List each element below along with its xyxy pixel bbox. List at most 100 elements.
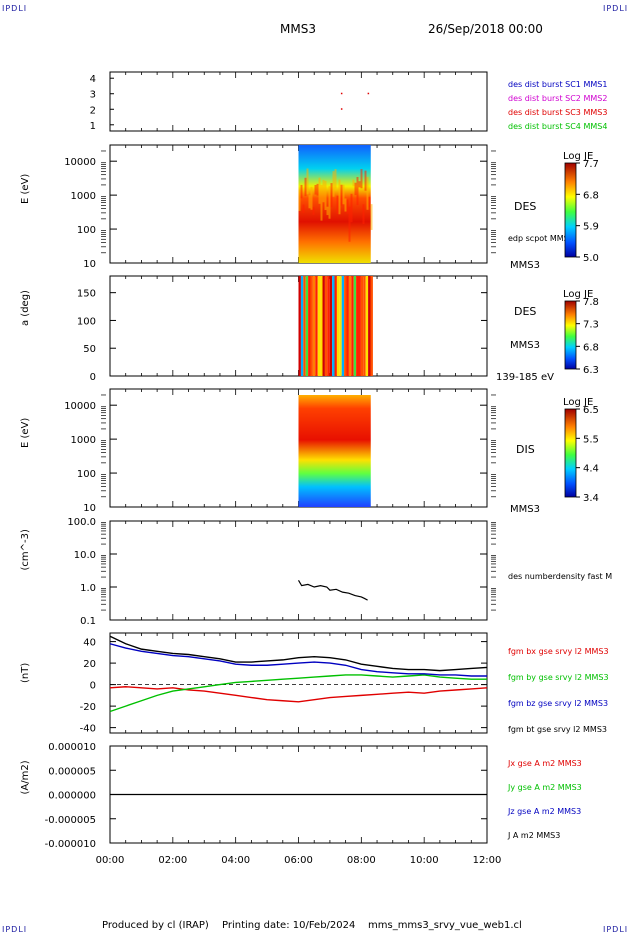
des-energy-colorbar-tick-label: 5.9 (583, 222, 599, 233)
current-legend-label: Jy gse A m2 MMS3 (507, 783, 582, 792)
pitch-column (348, 276, 352, 376)
des-pitch-colorbar (564, 300, 577, 370)
pitch-column (317, 276, 321, 376)
pitch-column (300, 276, 304, 376)
spectrogram-cell (300, 184, 303, 199)
y-tick-label: 0.000000 (48, 791, 96, 802)
mag-legend-label: fgm bz gse srvy l2 MMS3 (508, 699, 608, 708)
x-tick-label: 00:00 (96, 855, 125, 866)
y-tick-label: 150 (77, 289, 96, 300)
dis-energy-colorbar-tick-label: 5.5 (583, 434, 599, 445)
y-tick-label: 100.0 (67, 517, 96, 528)
burst-legend-label: des dist burst SC2 MMS2 (508, 94, 607, 103)
des-energy-ylabel: E (eV) (20, 174, 31, 204)
y-tick-label: 10 (83, 259, 96, 270)
dis-energy-colorbar-tick-label: 6.5 (583, 405, 599, 416)
des-pitch-colorbar-tick-label: 7.8 (583, 297, 599, 308)
x-tick-label: 10:00 (410, 855, 439, 866)
dis-energy-colorbar-title: Log JE (563, 397, 593, 408)
mag-ylabel: (nT) (20, 663, 31, 683)
current-ylabel: (A/m2) (20, 760, 31, 794)
burst-legend-label: des dist burst SC1 MMS1 (508, 80, 607, 89)
pitch-column (312, 276, 316, 376)
y-tick-label: 1.0 (80, 583, 96, 594)
y-tick-label: 100 (77, 469, 96, 480)
des-energy-colorbar (564, 162, 577, 258)
spectrogram-cell (362, 204, 365, 224)
mag-series-line (109, 674, 487, 713)
pitch-column (324, 276, 328, 376)
footer-script-name: mms_mms3_srvy_vue_web1.cl (368, 920, 522, 931)
spectrogram-cell (366, 176, 369, 210)
des-pitch-colorbar-title: Log JE (563, 289, 593, 300)
pitch-column (368, 276, 371, 376)
burst-panel-frame (109, 71, 488, 132)
pitch-column (356, 276, 359, 376)
pitch-column (332, 276, 335, 376)
spectrogram-cell (320, 185, 323, 221)
des-pitch-label2: MMS3 (510, 340, 540, 351)
pitch-column (329, 276, 333, 376)
y-tick-label: -20 (80, 702, 96, 713)
spectrogram-cell (330, 183, 333, 208)
density-legend-label: des numberdensity fast M (508, 572, 612, 581)
spectrogram-cell (310, 186, 313, 210)
des-energy-label3: MMS3 (510, 260, 540, 271)
spectrogram-cell (332, 171, 335, 197)
spectrogram-cell (316, 183, 319, 196)
pitch-column (358, 276, 361, 376)
y-tick-label: 4 (90, 74, 96, 85)
spectrogram-cell (298, 190, 301, 211)
des-energy-colorbar-tick-label: 6.8 (583, 190, 599, 201)
mag-legend-label: fgm bt gse srvy l2 MMS3 (508, 725, 607, 734)
x-tick-label: 06:00 (284, 855, 313, 866)
spectrogram-cell (306, 168, 309, 195)
burst-marker (367, 92, 370, 95)
pitch-column (344, 276, 347, 376)
y-tick-label: 3 (90, 90, 96, 101)
mag-series-line (109, 643, 487, 677)
dis-energy-colorbar (564, 408, 577, 498)
spectrogram-cell (314, 184, 317, 195)
y-tick-label: -40 (80, 724, 96, 735)
dis-energy-label: DIS (516, 443, 535, 456)
des-pitch-colorbar-tick-label: 6.8 (583, 342, 599, 353)
pitch-column (327, 276, 330, 376)
burst-legend-label: des dist burst SC4 MMS4 (508, 122, 607, 131)
pitch-column (310, 276, 313, 376)
spectrogram-cell (338, 179, 341, 215)
pitch-column (336, 276, 340, 376)
spectrogram-cell (326, 206, 329, 216)
corner-label-top-right: IPDLI (603, 4, 629, 13)
des-energy-colorbar-tick-label: 5.0 (583, 253, 599, 264)
y-tick-label: 1 (90, 121, 96, 132)
y-tick-label: 0.1 (80, 616, 96, 627)
y-tick-label: 40 (83, 638, 96, 649)
burst-marker (340, 108, 343, 110)
spectrogram-cell (368, 196, 371, 208)
spectrogram-cell (312, 207, 315, 215)
des-pitch-ylabel: a (deg) (20, 290, 31, 326)
spectrogram-cell (344, 198, 347, 212)
spectrogram-cell (354, 182, 357, 196)
pitch-column (365, 276, 369, 376)
pitch-column (363, 276, 366, 376)
spectrogram-cell (342, 184, 345, 205)
y-tick-label: 0 (90, 372, 96, 383)
des-pitch-label3: 139-185 eV (496, 372, 554, 383)
y-tick-label: -0.000010 (45, 839, 96, 850)
spectrogram-cell (348, 206, 351, 242)
x-tick-label: 08:00 (347, 855, 376, 866)
y-tick-label: 10000 (64, 157, 96, 168)
des-energy-label: DES (514, 200, 536, 213)
pitch-column (322, 276, 325, 376)
dis-energy-label2: MMS3 (510, 504, 540, 515)
spectrogram-cell (356, 177, 359, 206)
mag-series-line (109, 635, 488, 672)
pitch-column (334, 276, 337, 376)
mag-series-line (109, 686, 488, 703)
y-tick-label: 10 (83, 503, 96, 514)
footer-produced-by: Produced by cl (IRAP) (102, 920, 209, 931)
pitch-column (308, 276, 311, 376)
